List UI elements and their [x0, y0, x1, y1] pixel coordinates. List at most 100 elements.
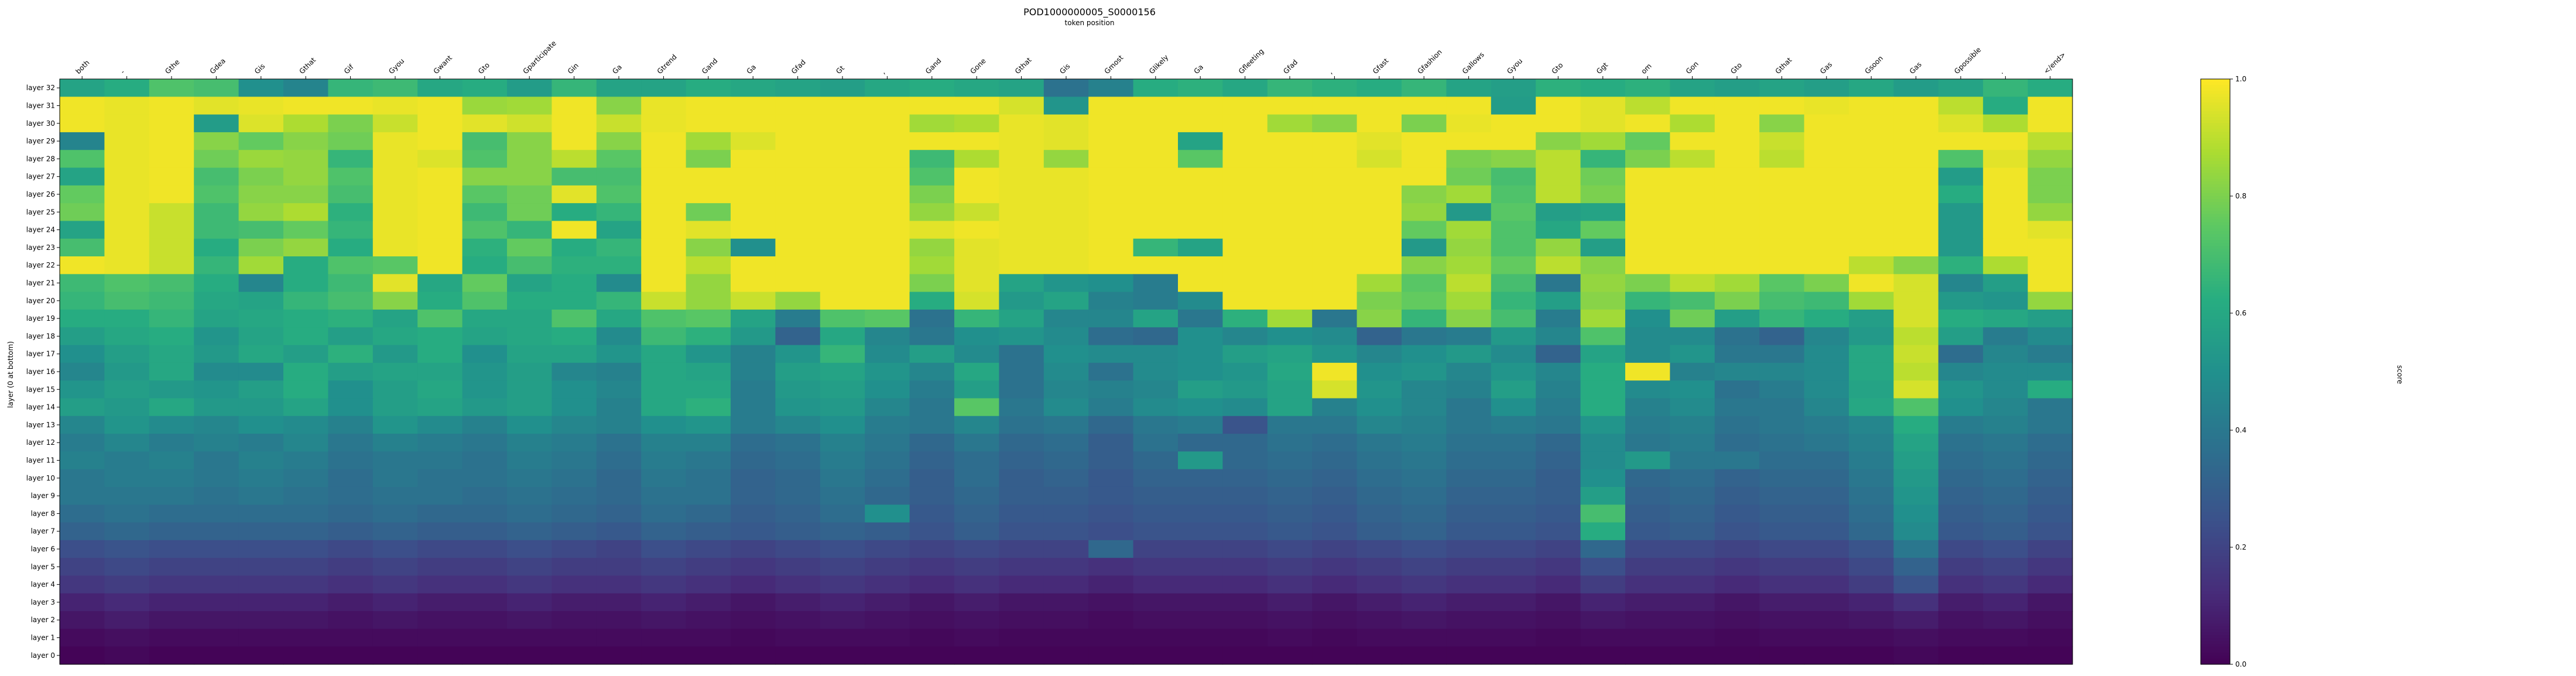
heatmap-cell: [283, 221, 328, 239]
heatmap-cell: [1759, 540, 1805, 558]
heatmap-cell: [1043, 362, 1089, 381]
colorbar-segment: [2201, 515, 2230, 519]
heatmap-cell: [1759, 416, 1805, 434]
colorbar-segment: [2201, 158, 2230, 162]
heatmap-cell: [551, 593, 597, 612]
x-tick-label: Gone: [968, 57, 987, 76]
heatmap-cell: [1312, 150, 1358, 169]
heatmap-cell: [686, 486, 731, 505]
heatmap-cell: [462, 505, 508, 523]
heatmap-cell: [1446, 345, 1492, 363]
heatmap-cell: [1133, 309, 1179, 328]
x-tick-label: Gt: [834, 64, 846, 76]
heatmap-cell: [1983, 416, 2029, 434]
colorbar-segment: [2201, 129, 2230, 132]
heatmap-cell: [1312, 434, 1358, 452]
heatmap-cell: [1759, 185, 1805, 204]
heatmap-cell: [1178, 362, 1223, 381]
heatmap-cell: [865, 522, 910, 541]
heatmap-cell: [104, 434, 150, 452]
heatmap-cell: [1714, 522, 1760, 541]
heatmap-cell: [954, 274, 999, 293]
heatmap-cell: [1625, 79, 1670, 97]
colorbar-segment: [2201, 187, 2230, 191]
heatmap-cell: [1893, 646, 1939, 665]
heatmap-cell: [641, 327, 687, 346]
heatmap-cell: [775, 380, 821, 399]
heatmap-cell: [1983, 345, 2029, 363]
heatmap-cell: [596, 540, 642, 558]
heatmap-cell: [1983, 274, 2029, 293]
heatmap-cell: [1446, 132, 1492, 150]
heatmap-cell: [1625, 132, 1670, 150]
heatmap-cell: [909, 505, 955, 523]
y-tick-label: layer 21: [26, 279, 55, 287]
heatmap-cell: [1849, 398, 1894, 417]
colorbar-segment: [2201, 386, 2230, 390]
heatmap-cell: [1133, 486, 1179, 505]
heatmap-cell: [1267, 486, 1313, 505]
heatmap-cell: [1804, 97, 1849, 115]
heatmap-cell: [1625, 380, 1670, 399]
heatmap-cell: [1446, 256, 1492, 274]
heatmap-cell: [731, 327, 776, 346]
heatmap-cell: [1491, 167, 1536, 186]
heatmap-cell: [1580, 221, 1626, 239]
heatmap-cell: [2027, 309, 2073, 328]
heatmap-cell: [1670, 150, 1715, 169]
heatmap-cell: [1356, 575, 1402, 594]
heatmap-cell: [194, 150, 239, 169]
heatmap-cell: [1133, 416, 1179, 434]
heatmap-cell: [1893, 486, 1939, 505]
heatmap-cell: [104, 97, 150, 115]
heatmap-cell: [1267, 434, 1313, 452]
heatmap-cell: [999, 167, 1044, 186]
heatmap-cell: [417, 362, 463, 381]
heatmap-cell: [1491, 327, 1536, 346]
heatmap-cell: [283, 486, 328, 505]
heatmap-cell: [1088, 150, 1134, 169]
heatmap-cell: [194, 451, 239, 470]
heatmap-cell: [1043, 451, 1089, 470]
heatmap-cell: [686, 79, 731, 97]
heatmap-cell: [1536, 274, 1581, 293]
heatmap-cell: [954, 327, 999, 346]
heatmap-cell: [731, 505, 776, 523]
x-tick-label: Gis: [1058, 62, 1071, 76]
heatmap-cell: [686, 309, 731, 328]
heatmap-cell: [372, 398, 418, 417]
heatmap-cell: [596, 575, 642, 594]
heatmap-cell: [1312, 274, 1358, 293]
y-tick-label: layer 15: [26, 385, 55, 393]
colorbar-segment: [2201, 465, 2230, 469]
heatmap-cell: [372, 486, 418, 505]
y-tick-label: layer 14: [26, 403, 55, 411]
heatmap-cell: [1491, 345, 1536, 363]
heatmap-cell: [238, 309, 284, 328]
colorbar-frame: [2200, 78, 2231, 665]
heatmap-cell: [462, 327, 508, 346]
heatmap-cell: [1402, 380, 1447, 399]
heatmap-cell: [283, 629, 328, 647]
heatmap-cell: [551, 646, 597, 665]
heatmap-cell: [1133, 558, 1179, 577]
heatmap-cell: [1178, 380, 1223, 399]
heatmap-cell: [194, 593, 239, 612]
heatmap-cell: [999, 114, 1044, 133]
heatmap-cell: [596, 362, 642, 381]
colorbar-segment: [2201, 85, 2230, 88]
x-tick-label: Gthat: [297, 56, 317, 76]
heatmap-cell: [1714, 505, 1760, 523]
x-tick-label: Gparticipate: [521, 39, 557, 76]
colorbar-segment: [2201, 304, 2230, 308]
heatmap-cell: [1580, 505, 1626, 523]
heatmap-cell: [1491, 203, 1536, 222]
heatmap-cell: [104, 309, 150, 328]
heatmap-cell: [1938, 505, 1984, 523]
heatmap-cell: [194, 398, 239, 417]
heatmap-cell: [686, 114, 731, 133]
heatmap-cell: [731, 575, 776, 594]
heatmap-cell: [1804, 167, 1849, 186]
heatmap-cell: [596, 309, 642, 328]
